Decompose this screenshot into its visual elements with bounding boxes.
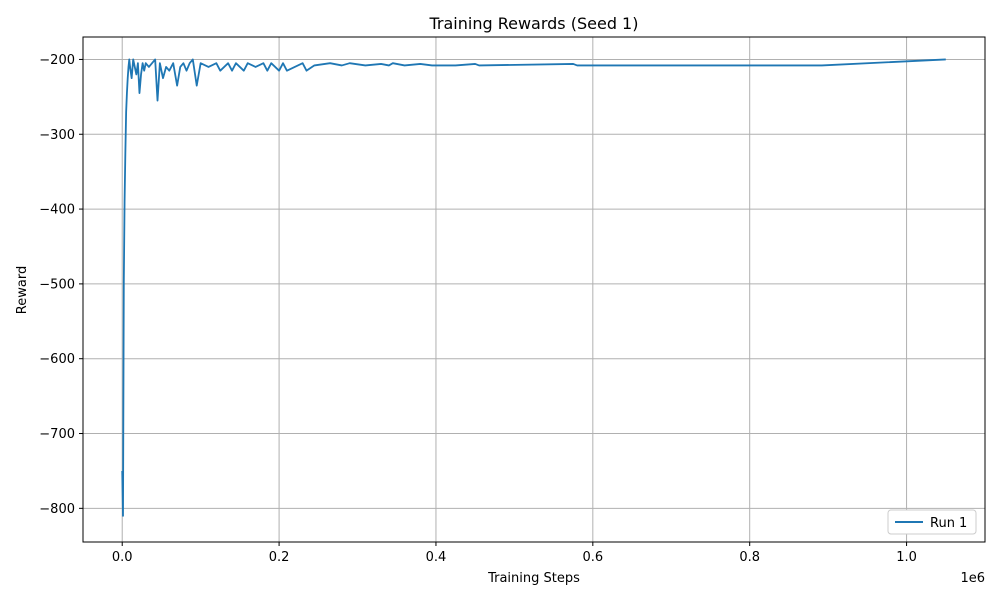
x-tick-label: 0.2: [269, 550, 290, 565]
y-tick-label: −400: [39, 203, 75, 218]
axis-ticks: 0.0 0.2 0.4 0.6 0.8 1.0 −800 −700 −600 −500 −400 −3…: [39, 53, 917, 565]
y-axis-label: Reward: [15, 266, 30, 314]
x-tick-label: 1.0: [896, 550, 917, 565]
x-tick-label: 0.6: [582, 550, 603, 565]
legend-box: [887, 509, 977, 535]
y-tick-label: −300: [39, 128, 75, 143]
x-axis-offset-label: 1e6: [960, 571, 985, 586]
plot-frame: [82, 36, 986, 543]
grid: [83, 37, 985, 542]
legend-label-run-1: Run 1: [930, 516, 967, 531]
y-tick-label: −800: [39, 502, 75, 517]
y-tick-label: −700: [39, 427, 75, 442]
y-tick-label: −200: [39, 53, 75, 68]
y-tick-label: −500: [39, 277, 75, 292]
chart-title: Training Rewards (Seed 1): [429, 14, 639, 33]
series-layer: [121, 58, 946, 517]
series-line-run-1: [121, 58, 946, 517]
x-tick-label: 0.4: [426, 550, 447, 565]
y-tick-label: −600: [39, 352, 75, 367]
x-axis-label: Training Steps: [487, 571, 580, 586]
x-tick-label: 0.8: [739, 550, 760, 565]
legend: Run 1: [887, 509, 977, 535]
x-tick-label: 0.0: [112, 550, 133, 565]
